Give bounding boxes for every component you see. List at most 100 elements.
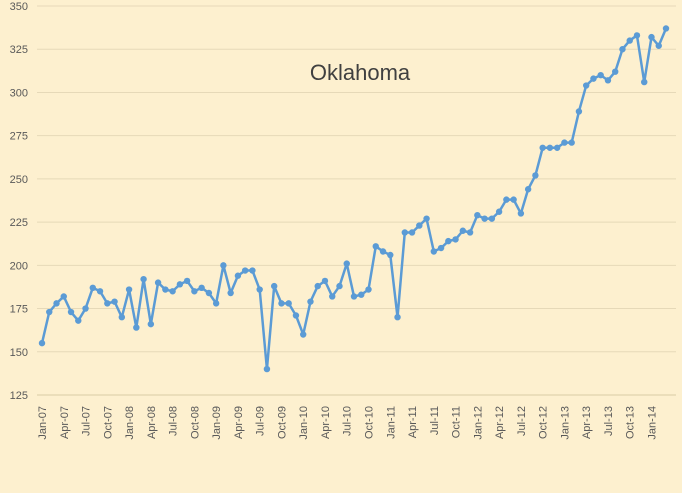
data-point [147, 320, 155, 328]
data-point [612, 68, 619, 75]
x-tick-label: Jan-08 [124, 406, 136, 440]
data-point [488, 215, 496, 222]
x-tick-label: Jan-12 [472, 406, 484, 440]
x-tick-label: Apr-09 [233, 406, 245, 439]
x-tick-label: Apr-11 [407, 406, 419, 438]
data-point [249, 267, 256, 274]
data-point [510, 196, 517, 203]
y-tick-label: 250 [10, 174, 28, 186]
data-point [633, 32, 641, 39]
data-point [503, 196, 510, 203]
data-point [604, 77, 612, 84]
x-tick-label: Jul-08 [168, 406, 180, 436]
data-point [568, 139, 575, 146]
data-point [300, 331, 307, 338]
data-point [212, 300, 220, 307]
data-point [38, 339, 46, 347]
data-point [387, 251, 394, 259]
data-point [278, 300, 285, 307]
data-point [641, 78, 648, 86]
data-point [191, 288, 198, 295]
y-tick-label: 150 [10, 347, 28, 359]
data-point [495, 208, 503, 215]
data-point [437, 244, 445, 252]
data-point [452, 236, 459, 243]
x-tick-label: Jul-11 [429, 406, 441, 435]
data-point [60, 293, 67, 300]
data-point [314, 282, 321, 290]
data-point [111, 298, 118, 305]
data-point [524, 186, 532, 193]
data-point [662, 25, 670, 32]
data-point [561, 139, 568, 146]
x-tick-label: Oct-13 [625, 406, 637, 439]
data-point [67, 308, 75, 316]
data-point [358, 291, 365, 298]
data-point [118, 314, 126, 321]
x-tick-label: Oct-10 [364, 406, 376, 439]
data-point [183, 277, 191, 285]
data-point [270, 282, 278, 290]
data-point [125, 286, 133, 293]
data-point [416, 222, 423, 229]
y-tick-label: 225 [10, 217, 28, 229]
data-point [336, 282, 343, 290]
x-tick-label: Jan-07 [37, 406, 49, 440]
data-point [321, 277, 329, 285]
y-tick-label: 325 [10, 44, 28, 56]
data-point [372, 243, 379, 250]
data-point [343, 260, 350, 267]
data-point [539, 144, 546, 151]
data-point [582, 82, 590, 89]
data-point [648, 33, 655, 41]
data-point [401, 229, 408, 236]
data-point [553, 144, 561, 151]
data-point [169, 288, 176, 295]
data-point [263, 365, 271, 373]
data-point [285, 300, 292, 307]
data-point [292, 312, 300, 319]
data-point [445, 237, 452, 245]
data-point [474, 211, 481, 219]
y-tick-label: 125 [10, 390, 28, 402]
data-point [459, 227, 467, 234]
y-tick-label: 275 [10, 131, 28, 143]
y-tick-label: 200 [10, 260, 28, 272]
data-point [220, 262, 227, 269]
data-point [619, 46, 626, 53]
data-point [575, 108, 583, 115]
data-point [176, 281, 184, 288]
data-point [307, 298, 314, 305]
x-tick-label: Jan-09 [211, 406, 223, 440]
data-point [597, 71, 604, 79]
x-tick-label: Apr-12 [494, 406, 506, 439]
data-point [89, 284, 96, 292]
y-tick-label: 175 [10, 304, 28, 316]
x-tick-label: Jan-10 [298, 406, 310, 440]
data-point [626, 37, 633, 44]
data-point [96, 288, 104, 295]
y-tick-label: 300 [10, 87, 28, 99]
x-tick-label: Oct-11 [451, 406, 463, 438]
data-point [46, 308, 53, 316]
data-point [198, 284, 205, 292]
data-point [234, 272, 242, 279]
data-point [379, 248, 387, 255]
data-point [481, 215, 488, 222]
data-point [53, 300, 60, 307]
data-point [430, 248, 438, 255]
data-point [590, 75, 597, 82]
x-tick-label: Oct-12 [538, 406, 550, 439]
x-tick-label: Apr-07 [59, 406, 71, 439]
x-tick-label: Jan-14 [646, 406, 658, 440]
data-point [517, 210, 525, 217]
data-point [241, 267, 249, 274]
data-point [154, 279, 162, 286]
data-point [227, 289, 234, 297]
x-tick-label: Apr-08 [146, 406, 158, 439]
data-point [350, 293, 358, 300]
data-point [82, 305, 89, 312]
x-tick-label: Oct-09 [276, 406, 288, 439]
data-point [133, 324, 140, 331]
